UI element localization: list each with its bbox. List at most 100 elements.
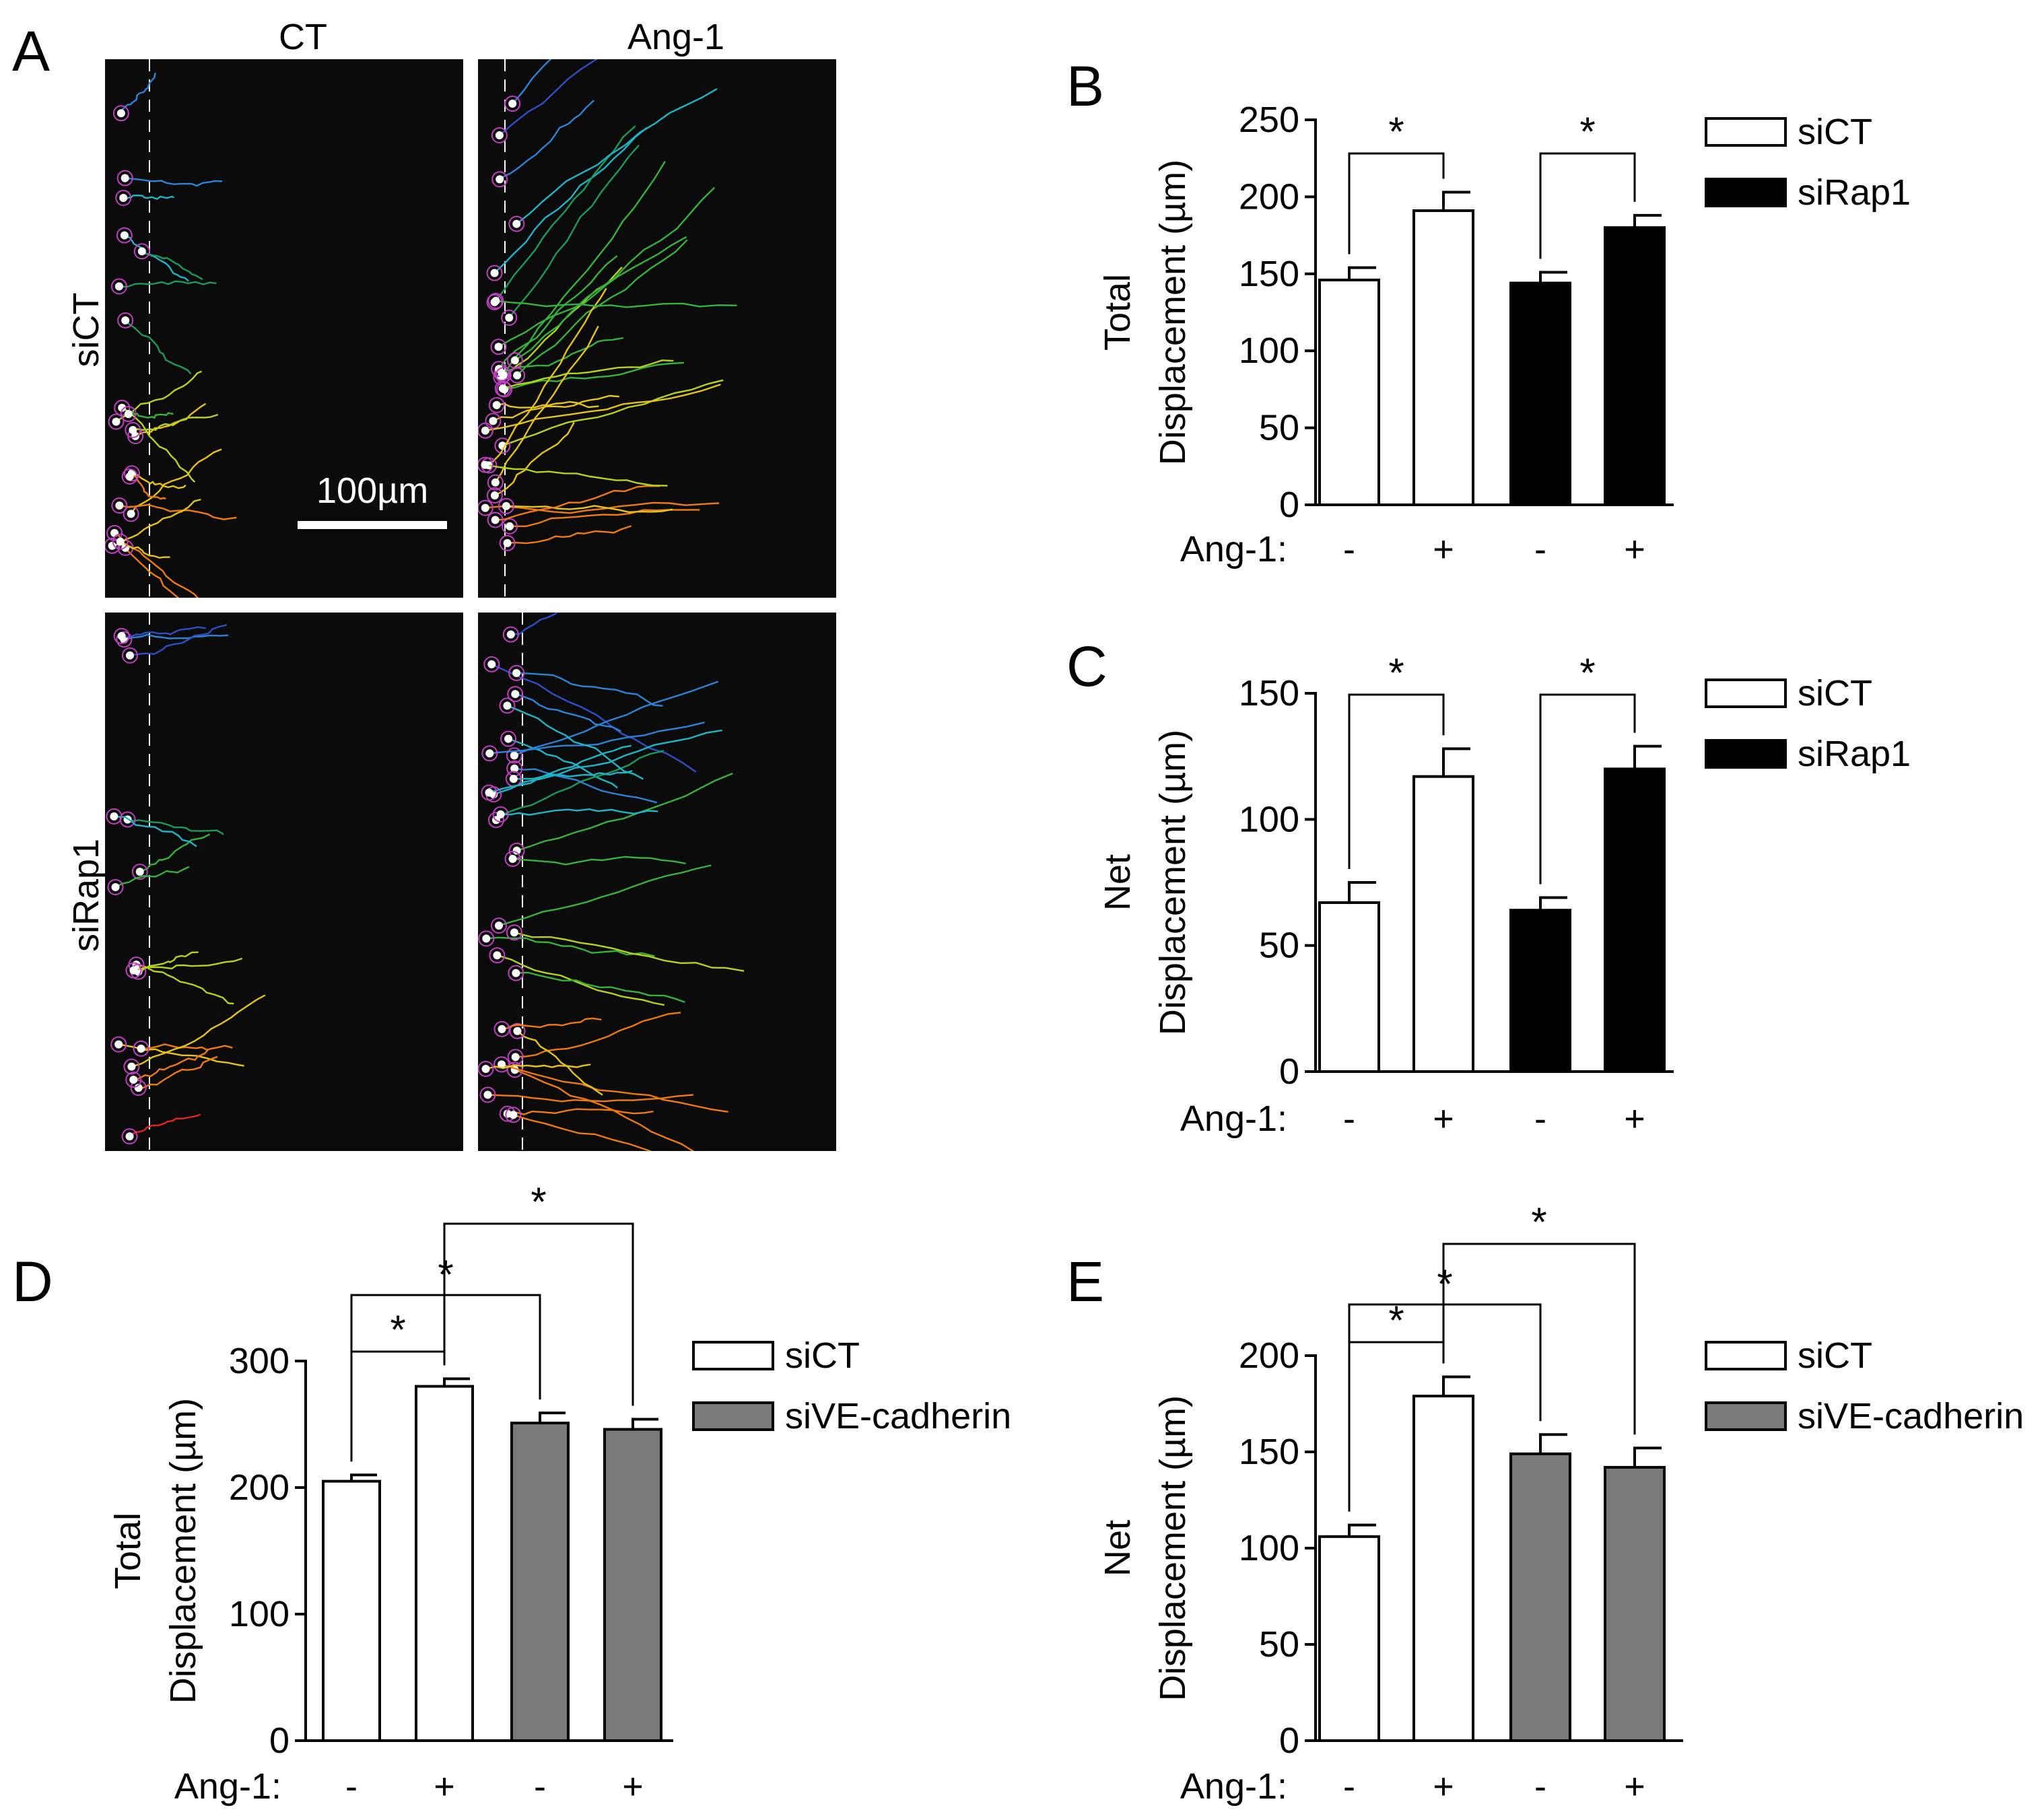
cell-track: [516, 88, 718, 225]
cell-tracks: [478, 613, 745, 1151]
y-tick-label: 0: [1279, 1720, 1299, 1761]
cell-marker: [490, 339, 507, 355]
cell-track: [487, 1094, 693, 1103]
cell-marker: [483, 656, 500, 672]
cell-nucleus: [508, 854, 517, 863]
y-tick-label: 200: [1239, 176, 1299, 217]
cell-marker: [506, 747, 522, 764]
cell-nucleus: [496, 175, 504, 184]
treatment-label: -: [1534, 1766, 1546, 1807]
treatment-label: -: [1534, 1099, 1546, 1139]
cell-nucleus: [129, 1076, 138, 1084]
cell-nucleus: [481, 503, 489, 512]
panel-letter: C: [1066, 635, 1108, 698]
cell-marker: [478, 422, 493, 439]
cell-nucleus: [127, 1062, 136, 1071]
cell-marker: [105, 537, 121, 554]
legend-label: siVE-cadherin: [785, 1396, 1011, 1436]
cell-nucleus: [482, 934, 491, 943]
cell-marker: [125, 421, 141, 438]
cell-track: [135, 403, 207, 437]
cell-nucleus: [503, 538, 512, 547]
y-tick-label: 100: [1239, 799, 1299, 839]
cell-track: [495, 485, 660, 521]
cell-nucleus: [498, 384, 507, 393]
y-tick-label: 100: [229, 1594, 289, 1634]
cell-track: [133, 413, 219, 431]
cell-track: [121, 407, 196, 483]
bar: [322, 1479, 381, 1743]
bar: [1412, 209, 1474, 506]
y-axis-label-line1: Total: [1097, 274, 1138, 351]
significance-star: *: [1579, 109, 1595, 154]
cell-track: [133, 1049, 209, 1081]
cell-nucleus: [509, 775, 518, 783]
cell-marker: [504, 96, 521, 112]
cell-track: [114, 815, 197, 847]
cell-track: [121, 626, 206, 638]
treatment-label: -: [1534, 529, 1546, 569]
cell-track: [514, 1069, 695, 1151]
cell-track: [485, 383, 721, 431]
cell-track: [125, 547, 180, 598]
bar: [1318, 901, 1380, 1074]
cell-marker: [125, 1072, 142, 1088]
legend-label: siRap1: [1798, 172, 1911, 213]
cell-track: [496, 300, 737, 308]
cell-marker: [116, 170, 133, 186]
cell-track: [514, 693, 621, 732]
cell-marker: [112, 533, 129, 550]
cell-marker: [500, 730, 517, 747]
cell-nucleus: [127, 510, 135, 518]
cell-nucleus: [120, 231, 129, 240]
cell-track: [123, 195, 174, 201]
cell-nucleus: [124, 410, 133, 419]
cell-marker: [493, 1056, 510, 1073]
micrograph-sirap1-ct: [105, 613, 463, 1151]
cell-nucleus: [485, 749, 494, 758]
cell-marker: [507, 1049, 524, 1066]
cell-marker: [495, 367, 512, 384]
cell-track: [502, 1017, 602, 1030]
cell-nucleus: [499, 371, 508, 380]
cell-marker: [479, 1086, 496, 1103]
cell-nucleus: [481, 426, 489, 435]
cell-nucleus: [508, 100, 517, 108]
column-title-ct: CT: [279, 17, 327, 57]
cell-track: [497, 954, 665, 1006]
cell-nucleus: [487, 660, 496, 668]
legend-swatch: [692, 1341, 774, 1370]
cell-nucleus: [498, 1060, 506, 1069]
y-tick-label: 50: [1259, 408, 1299, 448]
cell-track: [498, 864, 712, 927]
significance-bracket: [1348, 152, 1445, 254]
treatment-label: +: [1624, 529, 1645, 569]
y-tick-label: 0: [1279, 1051, 1299, 1092]
cell-marker: [123, 1058, 140, 1075]
cell-nucleus: [506, 630, 515, 639]
cell-marker: [133, 1040, 149, 1057]
cell-nucleus: [513, 371, 522, 380]
cell-marker: [504, 850, 521, 867]
cell-nucleus: [511, 690, 520, 699]
cell-marker: [120, 406, 137, 423]
y-axis-label-line2: Displacement (µm): [163, 1398, 203, 1704]
cell-track: [498, 236, 687, 348]
cell-track: [516, 1030, 603, 1096]
y-tick-label: 300: [229, 1341, 289, 1381]
cell-nucleus: [481, 460, 489, 469]
treatment-label: +: [434, 1766, 455, 1807]
cell-track: [129, 475, 166, 500]
cell-track: [499, 100, 595, 180]
cell-nucleus: [511, 1053, 520, 1061]
cell-nucleus: [509, 1111, 518, 1119]
cell-nucleus: [492, 400, 501, 409]
cell-marker: [478, 930, 495, 947]
cell-nucleus: [137, 1044, 145, 1053]
cell-track: [125, 320, 192, 375]
cell-nucleus: [510, 751, 518, 760]
cell-marker: [107, 878, 124, 895]
cell-track: [130, 448, 222, 515]
y-tick-label: 0: [269, 1720, 289, 1761]
cell-marker: [490, 917, 507, 934]
